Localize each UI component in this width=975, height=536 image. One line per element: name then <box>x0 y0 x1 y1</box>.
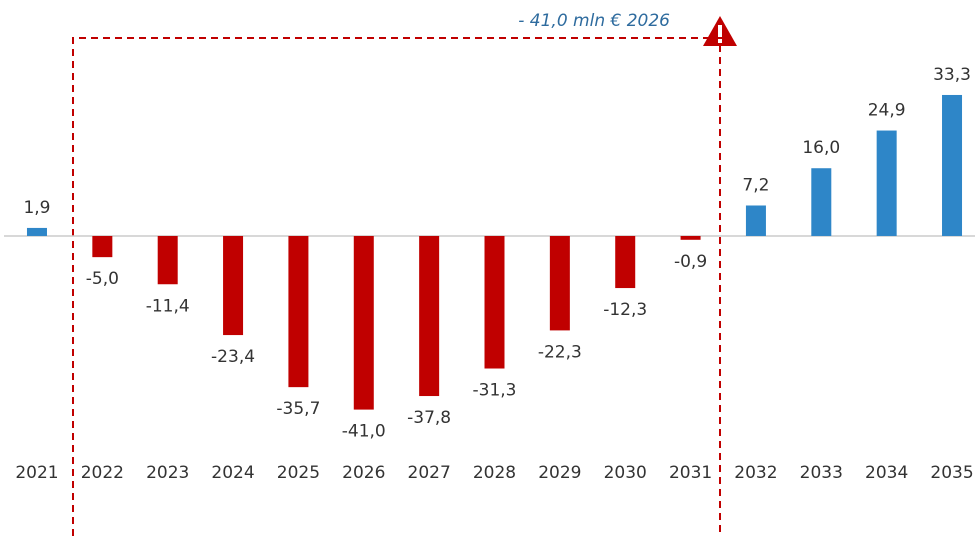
data-label: 16,0 <box>802 138 840 158</box>
x-tick-label: 2027 <box>408 463 451 483</box>
bar <box>26 227 47 236</box>
data-label: -35,7 <box>276 399 320 419</box>
x-tick-label: 2025 <box>277 463 320 483</box>
data-label: 33,3 <box>933 65 971 85</box>
x-tick-label: 2024 <box>211 463 254 483</box>
data-label: 1,9 <box>23 198 50 218</box>
bar <box>680 235 701 240</box>
x-tick-label: 2034 <box>865 463 908 483</box>
bar <box>223 235 244 336</box>
data-label: -37,8 <box>407 408 451 428</box>
bar <box>484 235 505 369</box>
bar <box>157 235 178 285</box>
x-tick-label: 2021 <box>15 463 58 483</box>
bar <box>288 235 309 388</box>
x-tick-label: 2032 <box>734 463 777 483</box>
bar <box>549 235 570 331</box>
data-label: -12,3 <box>603 300 647 320</box>
data-label: 7,2 <box>742 175 769 195</box>
bar <box>419 235 440 397</box>
bar <box>876 130 897 236</box>
data-label: -22,3 <box>538 342 582 362</box>
x-tick-label: 2031 <box>669 463 712 483</box>
x-tick-label: 2022 <box>81 463 124 483</box>
bar <box>615 235 636 289</box>
x-tick-label: 2026 <box>342 463 385 483</box>
x-tick-label: 2029 <box>538 463 581 483</box>
bar <box>353 235 374 410</box>
highlight-box <box>72 37 721 536</box>
annotation: - 41,0 mln € 2026 <box>518 11 670 31</box>
x-tick-label: 2023 <box>146 463 189 483</box>
bar <box>745 205 766 236</box>
data-label: -11,4 <box>146 296 190 316</box>
data-label: -0,9 <box>674 252 707 272</box>
bar <box>92 235 113 258</box>
bar <box>811 168 832 236</box>
data-label: -23,4 <box>211 347 255 367</box>
warning-icon <box>703 16 737 46</box>
x-tick-label: 2028 <box>473 463 516 483</box>
x-tick-label: 2033 <box>800 463 843 483</box>
data-label: 24,9 <box>868 101 906 121</box>
x-tick-label: 2030 <box>604 463 647 483</box>
bar <box>942 94 963 236</box>
x-tick-label: 2035 <box>930 463 973 483</box>
data-label: -5,0 <box>86 269 119 289</box>
data-label: -31,3 <box>473 381 517 401</box>
data-label: -41,0 <box>342 422 386 442</box>
